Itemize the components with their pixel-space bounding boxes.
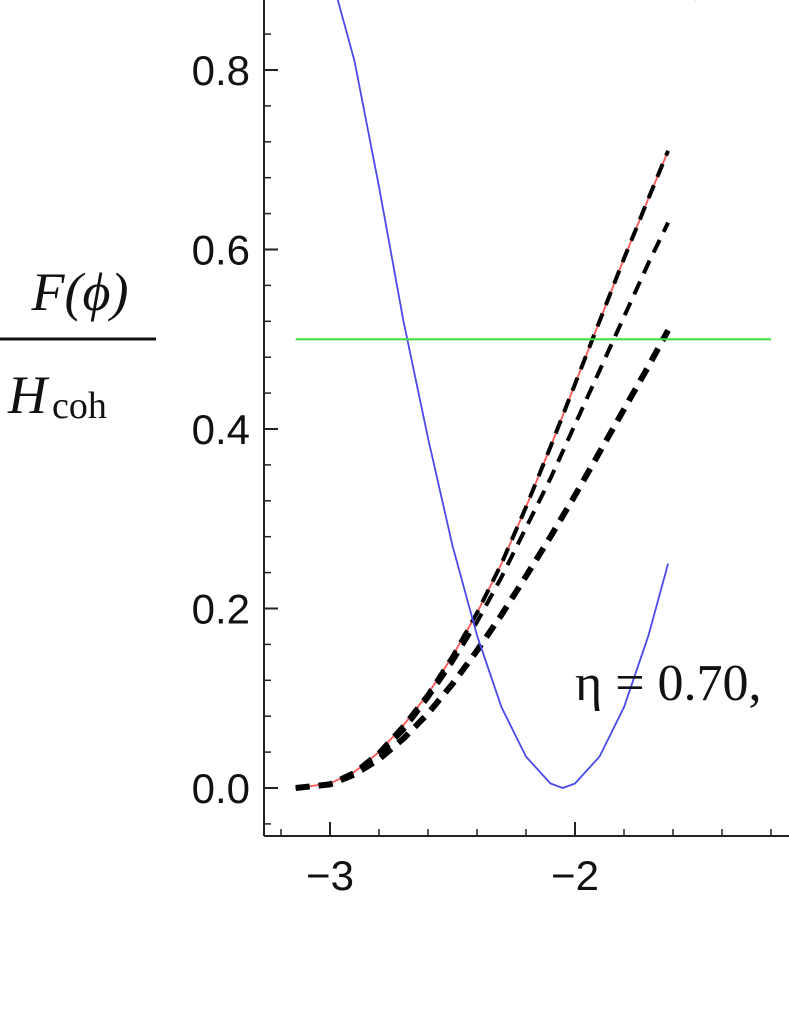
x-tick-label: −2: [551, 852, 599, 899]
eta-annotation: η = 0.70,: [575, 655, 762, 712]
y-tick-label: 0.4: [192, 406, 250, 453]
y-tick-label: 0.2: [192, 586, 250, 633]
y-tick-label: 0.6: [192, 227, 250, 274]
tick-labels: 0.0 0.2 0.4 0.6 0.8 −3 −2: [192, 47, 599, 899]
series-layer: [295, 0, 771, 791]
series-thick-dashed-curve: [295, 328, 671, 791]
axis-ticks: [264, 33, 772, 836]
y-tick-label: 0.8: [192, 47, 250, 94]
y-tick-label: 0.0: [192, 765, 250, 812]
x-tick-label: −3: [306, 852, 354, 899]
y-axis-label-denominator: H: [7, 365, 50, 425]
y-axis-label: F(ϕ) H coh: [0, 262, 156, 427]
y-axis-label-denominator-sub: coh: [52, 385, 107, 427]
series-blue-curve: [336, 0, 669, 789]
y-axis-label-numerator: F(ϕ): [31, 262, 129, 322]
